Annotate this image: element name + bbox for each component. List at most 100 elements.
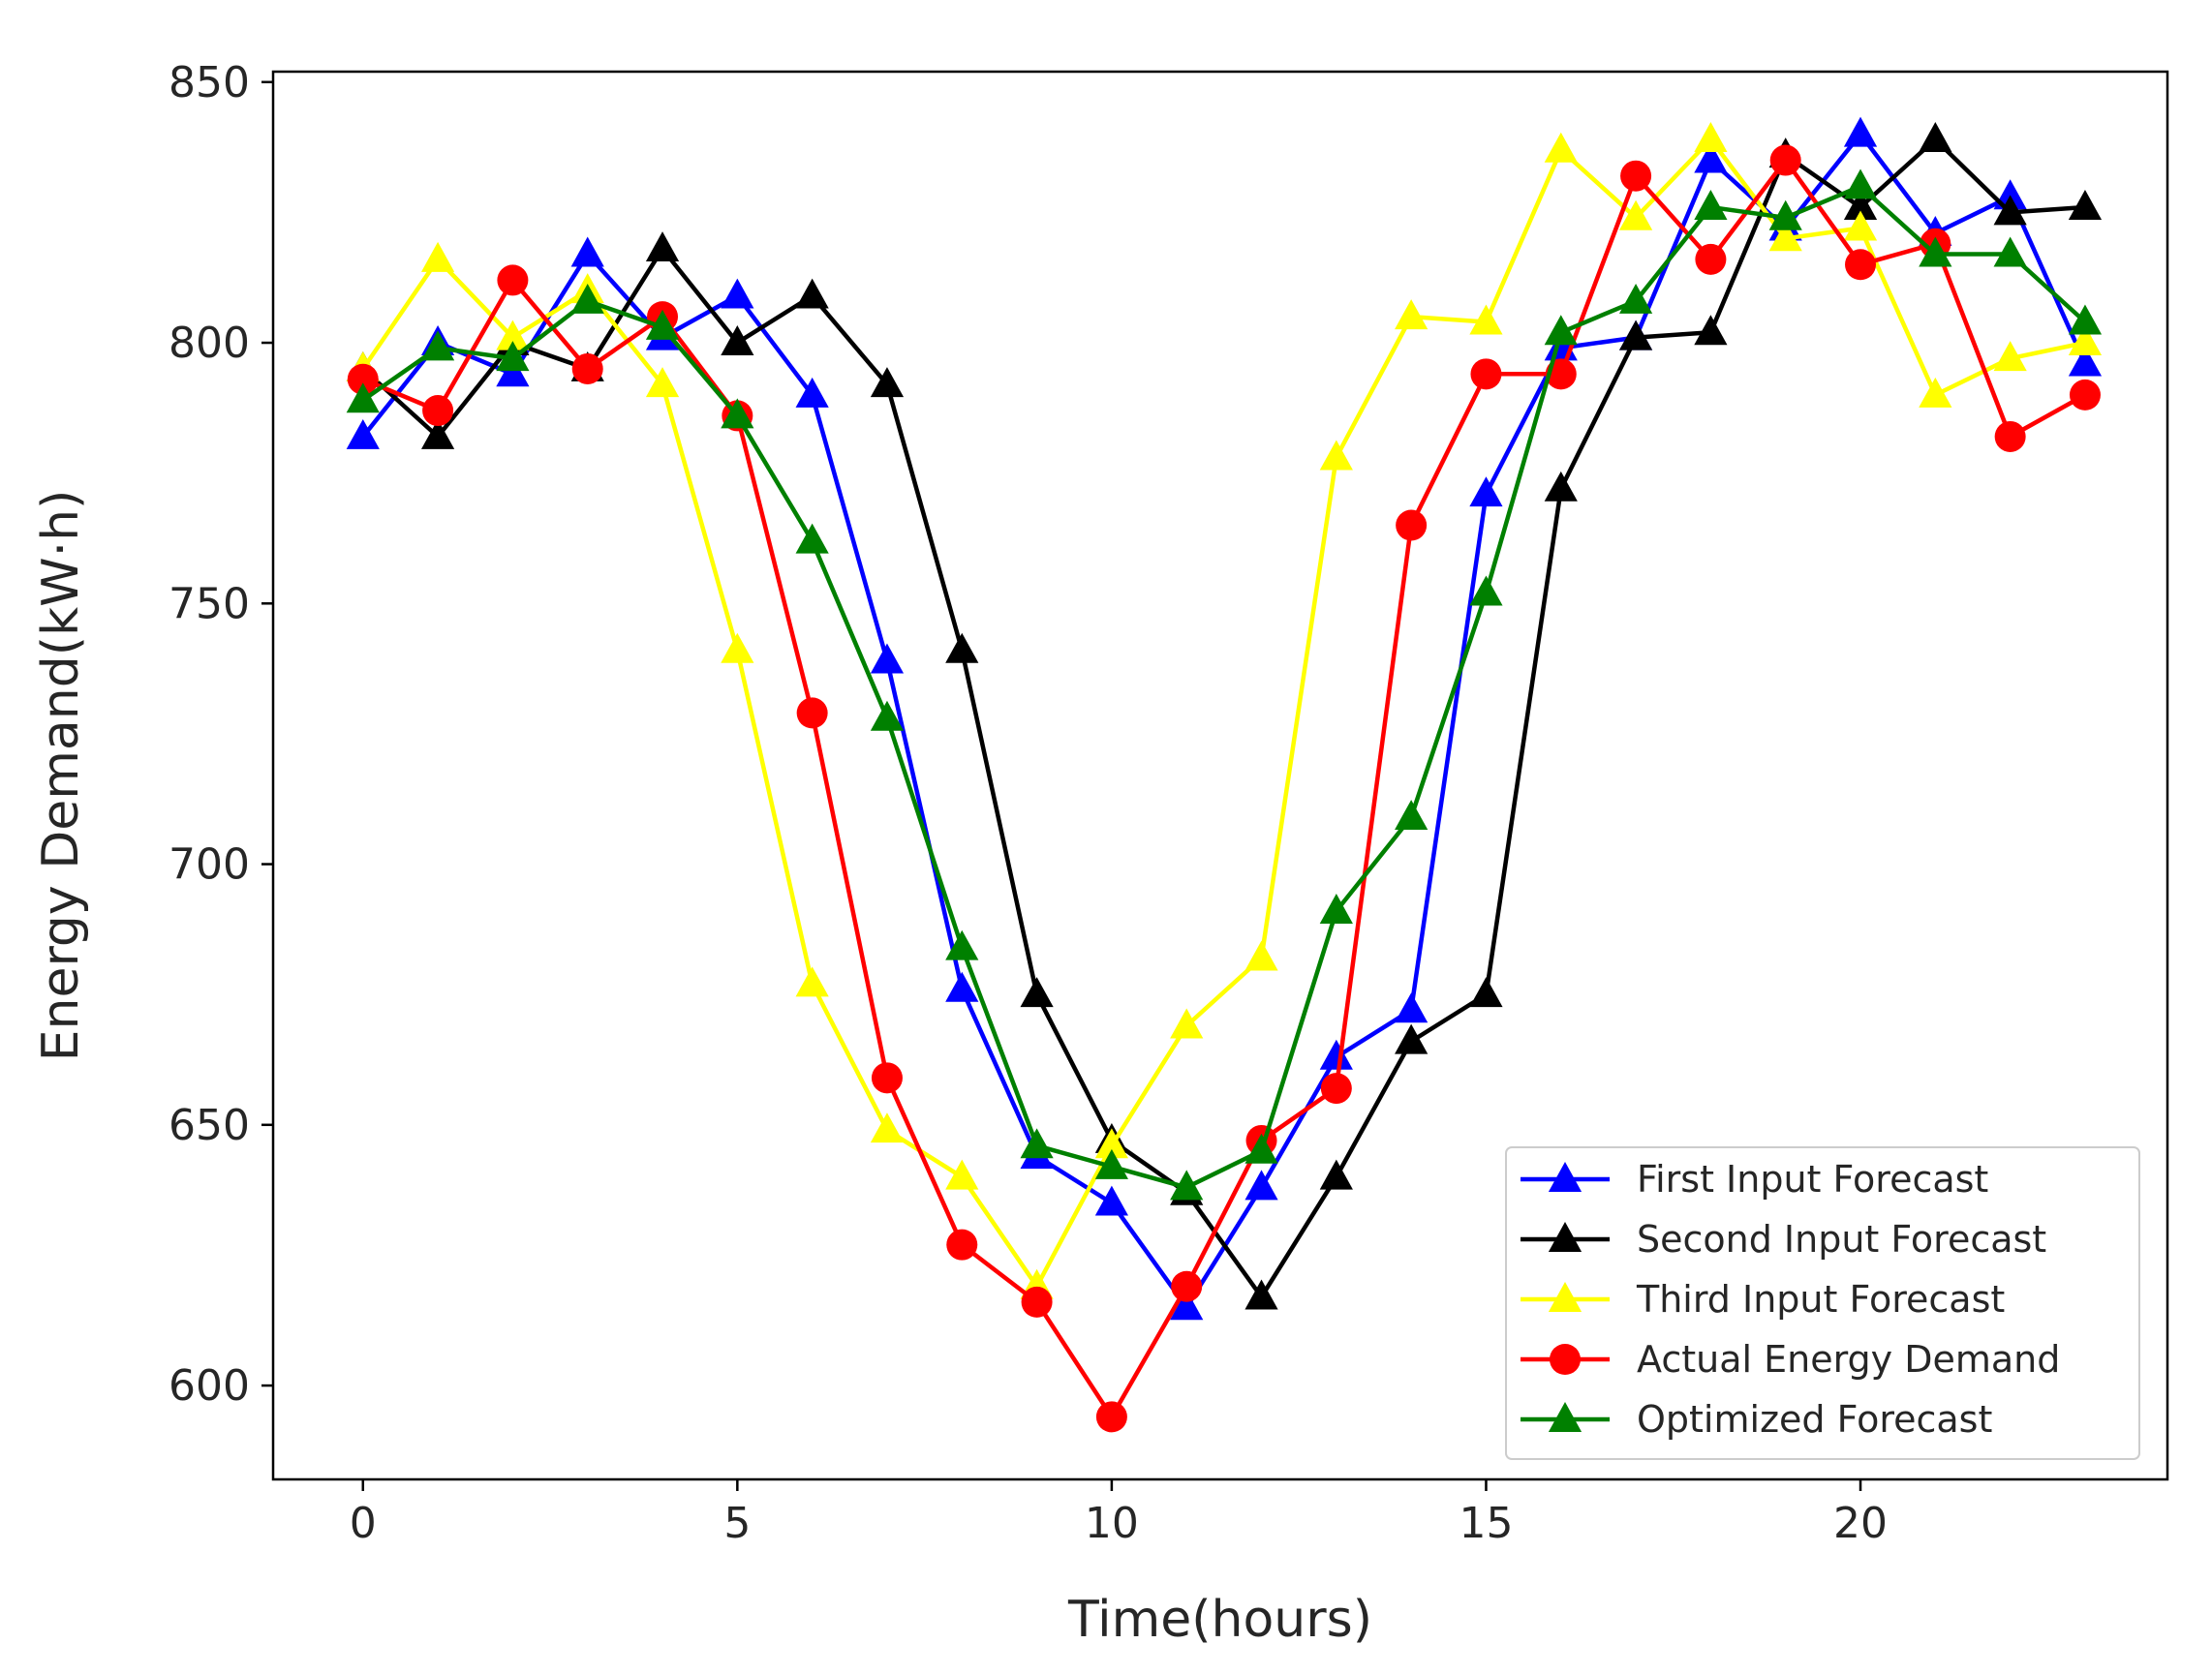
data-point (420, 330, 455, 361)
y-tick-label: 700 (169, 840, 250, 890)
data-point (945, 929, 979, 960)
data-point (1396, 509, 1428, 541)
data-point (1768, 221, 1802, 252)
data-point (346, 418, 380, 449)
legend-item: Third Input Forecast (1521, 1278, 2005, 1321)
data-point (1244, 1279, 1278, 1310)
data-point (795, 377, 829, 408)
data-point (945, 1159, 979, 1190)
data-point (2068, 304, 2103, 335)
data-point (870, 700, 905, 731)
series-line (360, 137, 2086, 1289)
data-point (1244, 1170, 1278, 1201)
data-point (721, 398, 754, 429)
data-point (1843, 168, 1878, 199)
data-point (1544, 315, 1578, 346)
data-point (2069, 379, 2101, 411)
data-point (645, 309, 680, 340)
data-point (946, 1229, 978, 1261)
data-point (1694, 122, 1728, 152)
data-point (1694, 315, 1728, 346)
x-tick-label: 10 (1085, 1499, 1139, 1548)
data-point (1618, 283, 1653, 314)
legend-item: Optimized Forecast (1521, 1398, 1992, 1441)
data-point (795, 278, 829, 309)
data-point (1843, 116, 1878, 147)
data-point (1919, 377, 1952, 408)
data-point (795, 523, 829, 554)
data-point (571, 352, 603, 384)
x-axis-label: Time(hours) (1067, 1591, 1372, 1649)
data-point (1319, 440, 1353, 471)
data-point (1320, 1073, 1352, 1105)
legend-swatch-marker (1548, 1282, 1582, 1312)
data-point (1395, 1023, 1429, 1054)
data-point (1470, 358, 1502, 390)
legend-item: Second Input Forecast (1521, 1218, 2046, 1261)
data-point (1244, 940, 1278, 971)
data-point (496, 356, 530, 387)
data-point (1244, 1133, 1278, 1164)
legend-swatch-marker (1548, 1162, 1582, 1192)
series-optimized-forecast (346, 168, 2103, 1201)
data-point (496, 320, 530, 350)
data-point (1020, 977, 1054, 1008)
data-point (1845, 249, 1877, 281)
legend-label: Third Input Forecast (1636, 1278, 2005, 1321)
data-point (795, 966, 829, 997)
data-point (1021, 1286, 1053, 1318)
data-point (1170, 1290, 1204, 1321)
y-tick-label: 600 (169, 1361, 250, 1411)
series-layer (346, 116, 2103, 1433)
legend-label: Actual Energy Demand (1637, 1338, 2060, 1381)
series-line (361, 184, 2087, 1190)
data-point (1319, 1159, 1353, 1190)
data-point (1094, 1128, 1128, 1159)
legend-item: First Input Forecast (1521, 1158, 1988, 1201)
data-point (1544, 471, 1578, 502)
data-point (1395, 800, 1429, 831)
data-point (1469, 476, 1503, 507)
data-point (1994, 420, 2026, 452)
data-point (497, 264, 529, 296)
data-point (870, 643, 905, 674)
data-point (1319, 1039, 1353, 1070)
data-point (1993, 236, 2027, 267)
data-point (1319, 894, 1353, 924)
data-point (1694, 190, 1728, 220)
data-point (1620, 160, 1652, 192)
data-point (945, 971, 979, 1002)
data-point (1170, 1008, 1204, 1039)
data-point (871, 1062, 903, 1094)
data-point (422, 395, 454, 427)
data-point (1094, 1185, 1128, 1216)
plot-area-frame (271, 70, 2169, 1481)
data-point (1170, 1170, 1204, 1201)
x-tick-label: 20 (1833, 1499, 1888, 1548)
data-point (721, 278, 754, 309)
data-point (1094, 1148, 1128, 1179)
data-point (645, 367, 680, 398)
legend-box (1505, 1146, 2140, 1460)
data-point (870, 1112, 905, 1143)
data-point (1843, 210, 1878, 241)
data-point (1618, 199, 1653, 230)
data-point (1843, 190, 1878, 220)
legend-label: Optimized Forecast (1637, 1398, 1992, 1441)
data-point (796, 697, 828, 729)
data-point (420, 418, 455, 449)
data-point (645, 231, 680, 262)
data-point (2068, 346, 2103, 377)
data-point (1095, 1401, 1127, 1433)
legend-swatch-marker (1548, 1222, 1582, 1252)
series-third-input-forecast (346, 122, 2103, 1299)
legend-label: Second Input Forecast (1637, 1218, 2046, 1261)
data-point (1769, 144, 1801, 176)
x-tick-label: 0 (350, 1499, 377, 1548)
data-point (346, 382, 380, 413)
data-point (1395, 992, 1429, 1023)
y-axis-label: Energy Demand(kW·h) (32, 490, 90, 1062)
data-point (1395, 299, 1429, 330)
data-point (721, 325, 754, 355)
